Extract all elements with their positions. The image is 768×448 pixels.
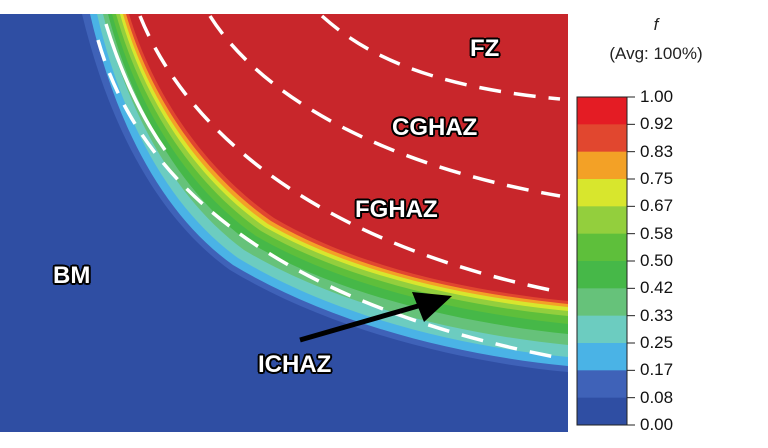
legend-swatch bbox=[577, 315, 627, 344]
fghaz-boundary bbox=[138, 15, 561, 294]
legend-tick-label: 0.00 bbox=[640, 415, 674, 434]
legend-swatch bbox=[577, 343, 627, 371]
zone-label-bm: BM bbox=[53, 262, 91, 289]
ichaz-boundary bbox=[96, 39, 561, 360]
zone-label-cghaz: CGHAZ bbox=[392, 114, 478, 141]
zone-boundaries bbox=[96, 14, 561, 360]
zone-label-fghaz: FGHAZ bbox=[355, 196, 438, 223]
legend-swatch bbox=[577, 397, 627, 426]
legend-swatch bbox=[577, 124, 627, 153]
legend-tick-label: 0.08 bbox=[640, 387, 674, 407]
fz-boundary bbox=[320, 14, 561, 101]
legend-swatch bbox=[577, 288, 627, 317]
legend-variable-label: f bbox=[653, 15, 659, 34]
legend-tick-label: 0.75 bbox=[640, 169, 674, 188]
ichaz-arrow bbox=[299, 292, 452, 343]
fusion-region bbox=[129, 14, 568, 301]
haz-outer-boundary bbox=[104, 23, 167, 152]
cghaz-boundary bbox=[208, 15, 561, 198]
legend-tick-label: 0.25 bbox=[640, 333, 674, 352]
legend-swatch bbox=[577, 206, 627, 235]
legend-swatch bbox=[577, 179, 627, 207]
legend-swatch bbox=[577, 370, 627, 399]
legend-swatch bbox=[577, 97, 627, 125]
legend-tick-label: 0.92 bbox=[640, 114, 674, 134]
legend-tick-label: 0.58 bbox=[640, 223, 674, 243]
legend-tick-label: 0.42 bbox=[640, 278, 674, 298]
legend-tick-label: 0.17 bbox=[640, 360, 674, 380]
zone-label-fz: FZ bbox=[470, 35, 500, 62]
zone-label-ichaz: ICHAZ bbox=[258, 351, 332, 378]
legend-average-label: (Avg: 100%) bbox=[609, 44, 703, 63]
legend-swatch bbox=[577, 151, 627, 180]
legend-tick-label: 0.67 bbox=[640, 196, 674, 216]
legend-swatch bbox=[577, 233, 627, 262]
legend-tick-label: 0.33 bbox=[640, 305, 674, 325]
legend-colorbar bbox=[576, 96, 635, 426]
legend-tick-label: 1.00 bbox=[640, 87, 674, 106]
legend-swatch bbox=[577, 261, 627, 289]
legend-tick-label: 0.83 bbox=[640, 141, 674, 161]
legend-tick-label: 0.50 bbox=[640, 251, 674, 270]
